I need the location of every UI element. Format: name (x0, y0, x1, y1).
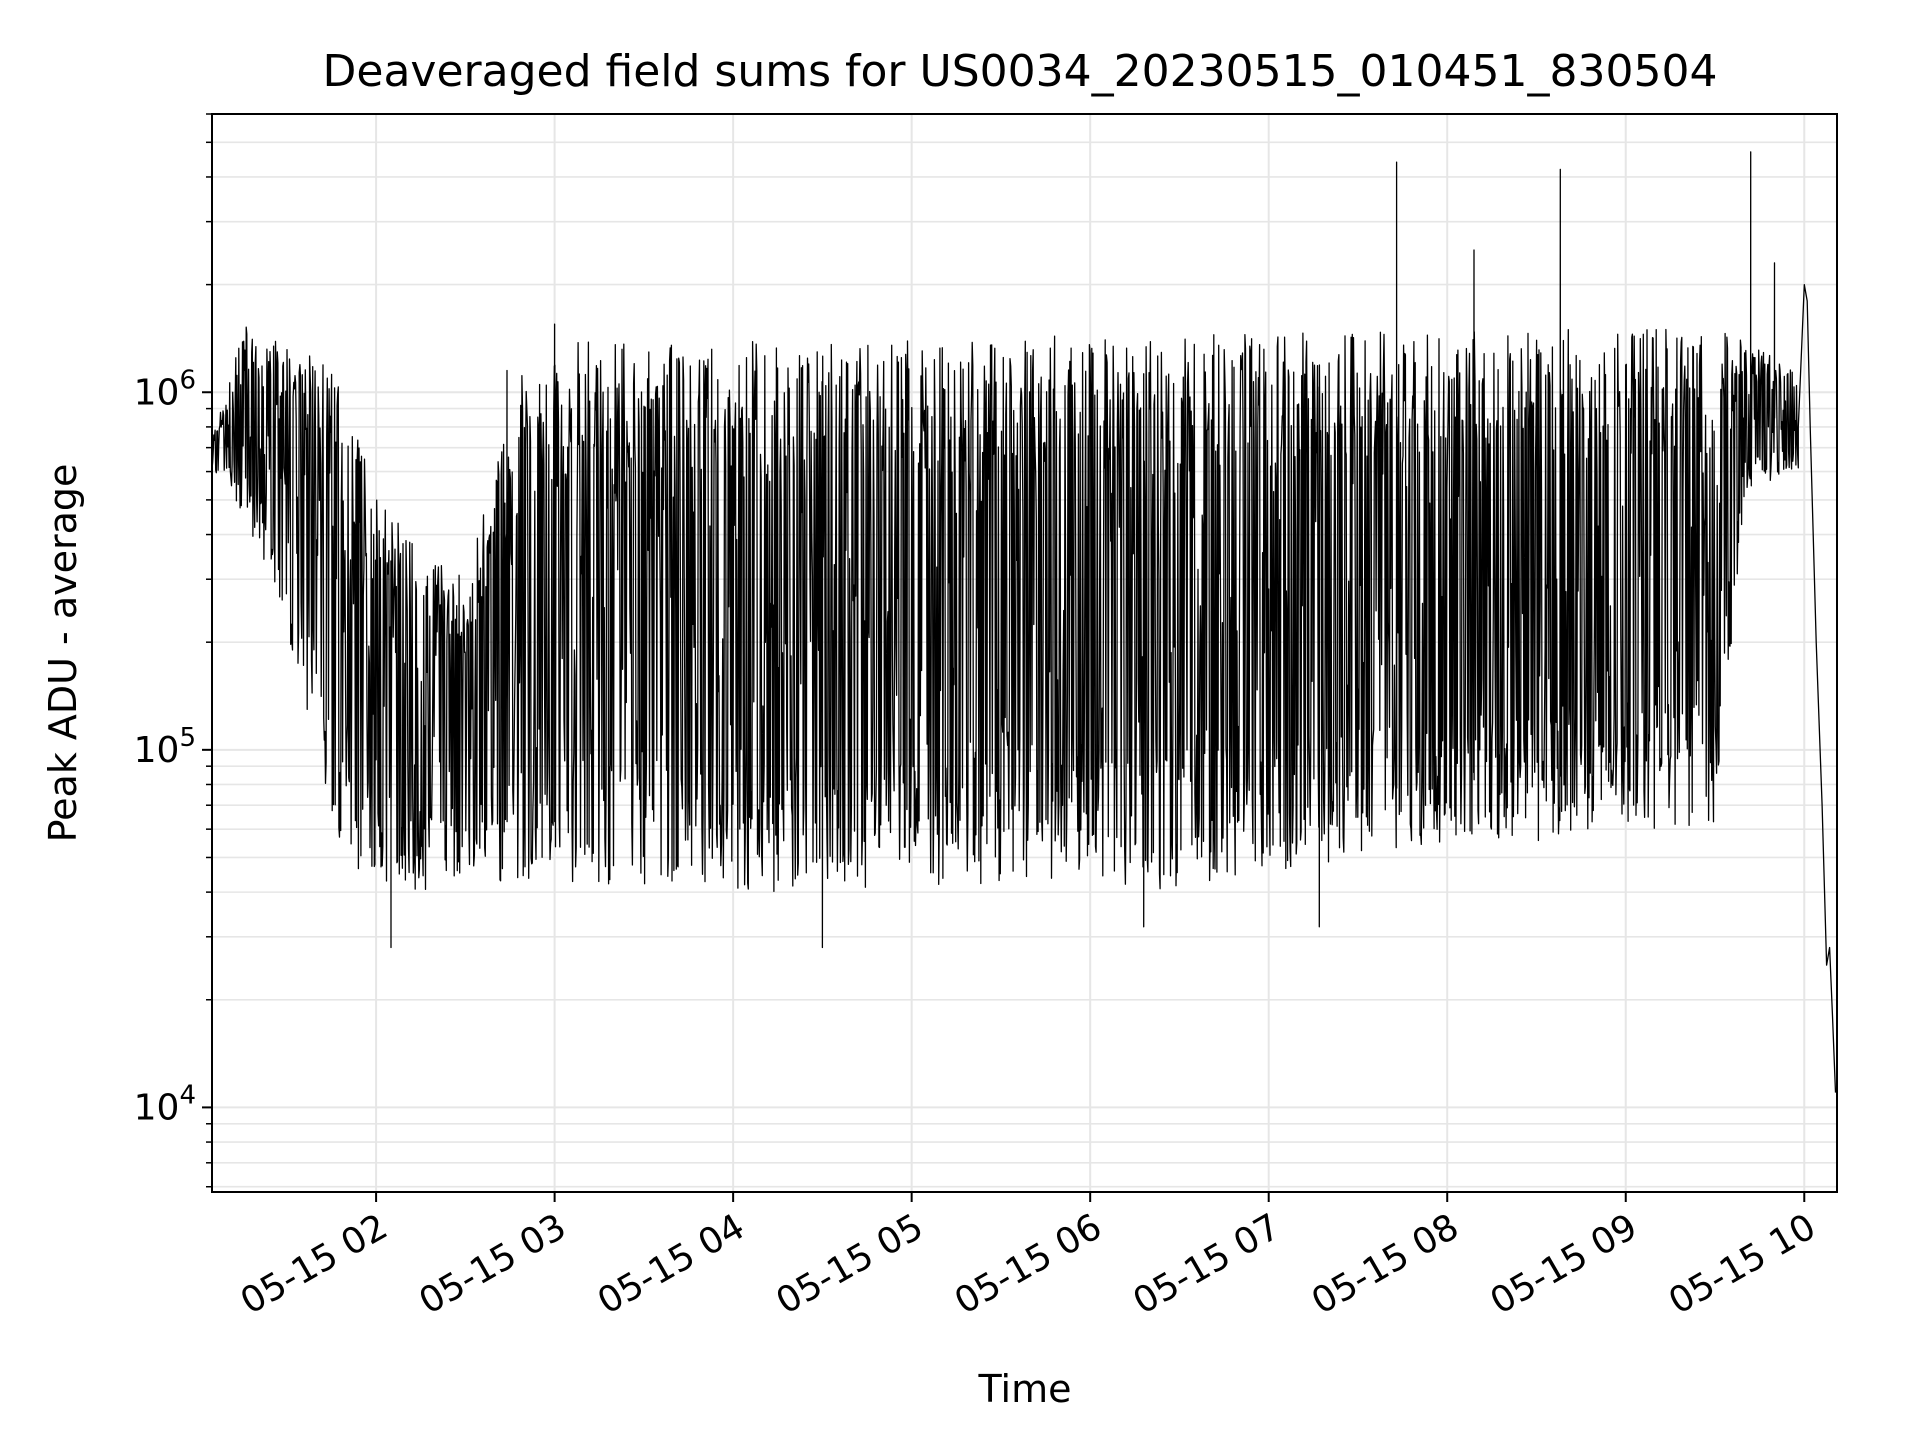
plot-frame (211, 113, 1838, 1193)
x-tick-label: 05-15 09 (1484, 1206, 1645, 1322)
series-path (211, 151, 1837, 1093)
x-tick-label: 05-15 08 (1305, 1206, 1466, 1322)
y-tick-label: 106 (134, 365, 196, 413)
series-line (211, 151, 1837, 1093)
x-tick-label: 05-15 04 (591, 1206, 752, 1322)
y-tick-label: 104 (134, 1080, 196, 1128)
x-tick-label: 05-15 06 (948, 1206, 1109, 1322)
x-tick-label: 05-15 07 (1127, 1206, 1288, 1322)
y-axis-ticks: 104 105 106 (134, 113, 212, 1188)
x-axis-ticks: 05-15 02 05-15 03 05-15 04 05-15 05 05-15 06… (234, 1192, 1823, 1323)
x-axis-label: Time (978, 1367, 1072, 1411)
x-tick-label: 05-15 10 (1662, 1206, 1823, 1322)
y-tick-label: 105 (134, 723, 196, 771)
chart-title: Deaveraged field sums for US0034_2023051… (323, 46, 1718, 97)
x-tick-label: 05-15 02 (234, 1206, 395, 1322)
y-axis-label: Peak ADU - average (41, 464, 85, 843)
x-tick-label: 05-15 05 (769, 1206, 930, 1322)
x-tick-label: 05-15 03 (412, 1206, 573, 1322)
